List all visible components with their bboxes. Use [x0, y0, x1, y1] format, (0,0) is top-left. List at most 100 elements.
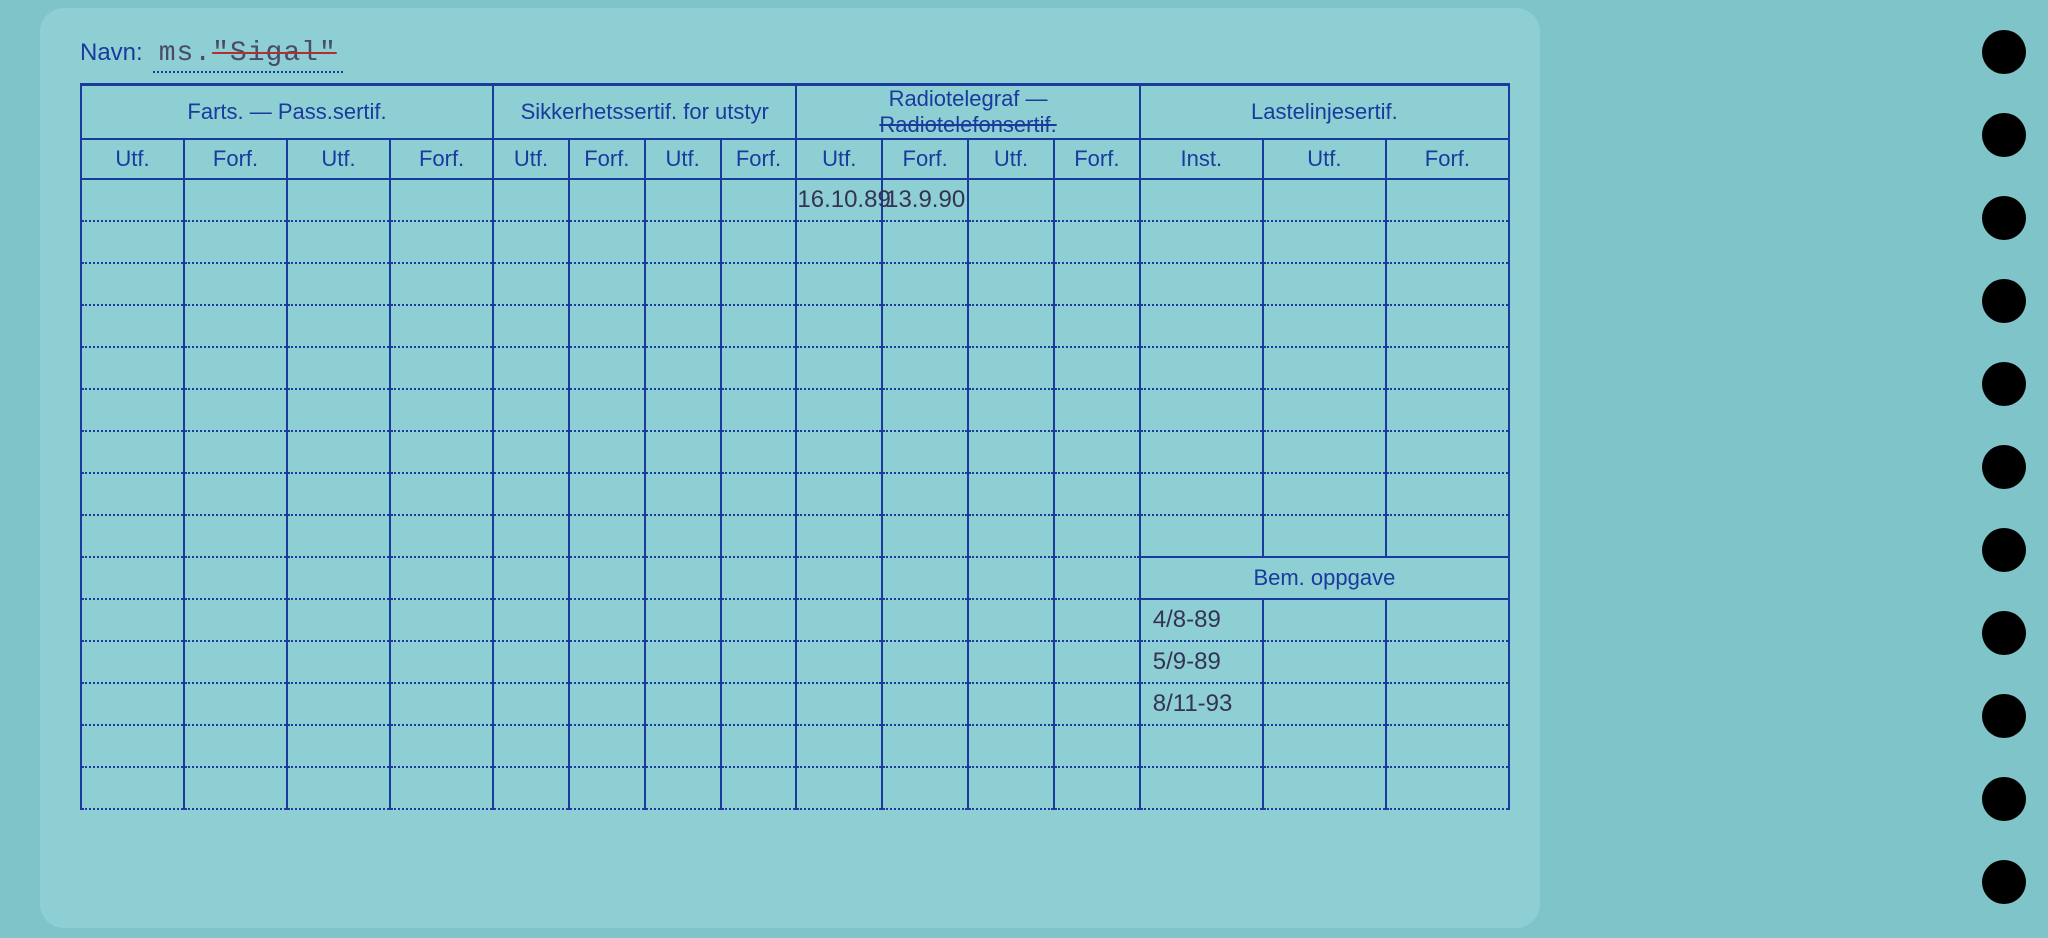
table-cell [1054, 641, 1140, 683]
table-cell [1263, 179, 1386, 221]
table-cell: 4/8-89 [1140, 599, 1263, 641]
table-cell [287, 641, 390, 683]
table-cell [184, 263, 287, 305]
upper-body: 16.10.8913.9.90 [81, 179, 1509, 557]
sub-g1-3: Forf. [390, 139, 493, 179]
table-cell [645, 725, 721, 767]
table-cell [882, 221, 968, 263]
table-cell [796, 431, 882, 473]
table-cell [569, 767, 645, 809]
sub-g2-3: Forf. [721, 139, 797, 179]
group-sikkerhet: Sikkerhetssertif. for utstyr [493, 86, 796, 139]
table-cell [287, 263, 390, 305]
table-cell [1140, 263, 1263, 305]
group-radio-a: Radiotelegraf — [889, 86, 1048, 111]
table-cell [968, 599, 1054, 641]
table-cell [1386, 725, 1509, 767]
table-cell [645, 263, 721, 305]
table-cell [569, 431, 645, 473]
table-cell [287, 767, 390, 809]
lower-body: 4/8-895/9-898/11-93 [81, 599, 1509, 809]
table-cell [390, 557, 493, 599]
table-cell [1263, 305, 1386, 347]
table-cell [1386, 221, 1509, 263]
table-cell [569, 725, 645, 767]
table-cell [390, 347, 493, 389]
table-cell [493, 431, 569, 473]
table-cell [81, 683, 184, 725]
table-cell [1140, 725, 1263, 767]
sub-g3-2: Utf. [968, 139, 1054, 179]
table-cell [184, 515, 287, 557]
table-cell [1263, 347, 1386, 389]
table-cell [1054, 431, 1140, 473]
table-row: 5/9-89 [81, 641, 1509, 683]
table-cell [1140, 221, 1263, 263]
table-cell [1140, 473, 1263, 515]
table-cell [287, 557, 390, 599]
table-cell [1140, 305, 1263, 347]
table-cell [1263, 431, 1386, 473]
table-cell [81, 179, 184, 221]
table-cell [1054, 179, 1140, 221]
table-cell [390, 515, 493, 557]
sub-g3-0: Utf. [796, 139, 882, 179]
table-cell [796, 389, 882, 431]
table-cell [81, 431, 184, 473]
table-cell [1263, 389, 1386, 431]
table-cell [1386, 515, 1509, 557]
table-cell [1140, 179, 1263, 221]
table-cell [1054, 557, 1140, 599]
table-cell [390, 431, 493, 473]
table-cell [645, 557, 721, 599]
table-cell [968, 767, 1054, 809]
table-cell [968, 263, 1054, 305]
table-cell [968, 725, 1054, 767]
table-cell [796, 515, 882, 557]
table-cell [493, 557, 569, 599]
sub-g2-1: Forf. [569, 139, 645, 179]
table-cell [493, 473, 569, 515]
table-cell [81, 221, 184, 263]
table-cell [569, 221, 645, 263]
table-cell [184, 641, 287, 683]
table-cell [1263, 725, 1386, 767]
table-cell [1386, 263, 1509, 305]
table-cell [493, 683, 569, 725]
table-cell [645, 431, 721, 473]
punch-hole [1982, 528, 2026, 572]
table-cell [1386, 389, 1509, 431]
table-cell [968, 389, 1054, 431]
table-cell [645, 347, 721, 389]
table-cell [645, 515, 721, 557]
table-cell [287, 473, 390, 515]
table-cell [645, 683, 721, 725]
table-cell [1054, 599, 1140, 641]
table-row: 4/8-89 [81, 599, 1509, 641]
group-radio: Radiotelegraf — Radiotelefonsertif. [796, 86, 1139, 139]
sub-g1-1: Forf. [184, 139, 287, 179]
punch-hole [1982, 362, 2026, 406]
table-cell [569, 389, 645, 431]
table-cell [569, 557, 645, 599]
table-cell [569, 347, 645, 389]
table-cell: 16.10.89 [796, 179, 882, 221]
table-cell [968, 431, 1054, 473]
punch-hole [1982, 113, 2026, 157]
table-cell [81, 305, 184, 347]
bem-section: Bem. oppgave [81, 557, 1509, 599]
table-cell [569, 641, 645, 683]
table-cell [569, 473, 645, 515]
punch-hole [1982, 611, 2026, 655]
table-cell [287, 179, 390, 221]
table-cell [81, 641, 184, 683]
table-row [81, 347, 1509, 389]
table-cell [81, 389, 184, 431]
table-cell [968, 641, 1054, 683]
punch-holes [1982, 30, 2026, 904]
table-cell: 13.9.90 [882, 179, 968, 221]
table-cell [796, 557, 882, 599]
group-radio-b-struck: Radiotelefonsertif. [879, 112, 1056, 137]
navn-prefix: ms. [159, 38, 212, 69]
table-cell [184, 599, 287, 641]
